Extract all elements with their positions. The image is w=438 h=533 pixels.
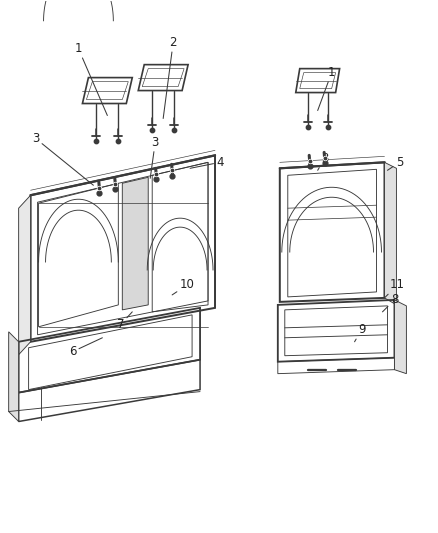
Polygon shape <box>385 163 396 305</box>
Text: 6: 6 <box>69 338 102 358</box>
Point <box>306 162 313 171</box>
Text: 1: 1 <box>75 42 107 116</box>
Text: 3: 3 <box>318 152 328 171</box>
Point <box>112 180 119 189</box>
Point <box>153 170 160 179</box>
Point <box>169 172 176 181</box>
Text: 10: 10 <box>172 278 194 295</box>
Text: 8: 8 <box>382 293 398 312</box>
Point <box>169 166 176 175</box>
Point <box>321 159 328 167</box>
Point <box>171 126 178 135</box>
Point <box>324 123 331 132</box>
Point <box>96 189 103 198</box>
Point <box>304 123 311 132</box>
Text: 9: 9 <box>355 324 365 342</box>
Point <box>306 157 313 166</box>
Text: 5: 5 <box>388 156 403 171</box>
Point <box>115 137 122 146</box>
Polygon shape <box>395 300 406 374</box>
Text: 3: 3 <box>32 132 93 185</box>
Text: 1: 1 <box>318 66 336 110</box>
Text: 3: 3 <box>150 136 159 178</box>
Polygon shape <box>19 195 31 355</box>
Polygon shape <box>9 332 19 422</box>
Point <box>112 185 119 193</box>
Point <box>169 166 176 175</box>
Point <box>321 154 328 163</box>
Text: 7: 7 <box>117 312 132 332</box>
Point <box>321 154 328 163</box>
Point <box>153 170 160 179</box>
Point <box>96 184 103 192</box>
Text: 2: 2 <box>163 36 177 118</box>
Text: 4: 4 <box>190 156 224 169</box>
Point <box>149 126 156 135</box>
Text: 11: 11 <box>385 278 405 298</box>
Point <box>306 157 313 166</box>
Point <box>112 180 119 189</box>
Point <box>96 184 103 192</box>
Point <box>93 137 100 146</box>
Polygon shape <box>122 177 148 310</box>
Point <box>153 175 160 183</box>
